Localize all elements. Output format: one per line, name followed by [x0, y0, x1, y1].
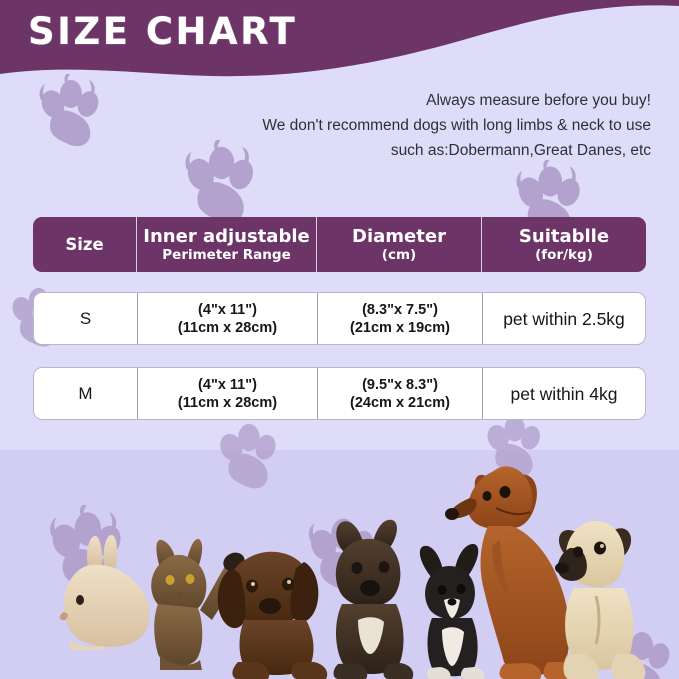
inner-cm: (11cm x 28cm): [177, 394, 278, 411]
header-suitable-main: Suitablle: [518, 225, 610, 247]
cell-suitable: pet within 4kg: [483, 368, 645, 419]
size-value: S: [79, 309, 92, 328]
header-cell-inner-adjustable: Inner adjustable Perimeter Range: [137, 217, 317, 272]
size-table: Size Inner adjustable Perimeter Range Di…: [33, 217, 646, 442]
pet-lineup-photo: [0, 440, 679, 679]
suitable-value: pet within 2.5kg: [503, 308, 625, 329]
header-diameter-main: Diameter: [352, 225, 446, 247]
animal-french-bulldog: [333, 519, 414, 679]
notice-line-2: We don't recommend dogs with long limbs …: [262, 117, 651, 134]
header-inner-sub: Perimeter Range: [162, 246, 291, 263]
table-row: M (4"x 11") (11cm x 28cm) (9.5"x 8.3") (…: [33, 367, 646, 420]
animal-pug: [555, 520, 646, 679]
diameter-cm: (24cm x 21cm): [350, 394, 450, 411]
cell-suitable: pet within 2.5kg: [483, 293, 645, 344]
animal-tabby-cat: [151, 539, 245, 670]
cell-diameter: (8.3"x 7.5") (21cm x 19cm): [318, 293, 483, 344]
inner-cm: (11cm x 28cm): [177, 319, 278, 336]
header-suitable-sub: (for/kg): [535, 246, 593, 263]
notice-line-3: such as:Dobermann,Great Danes, etc: [390, 142, 651, 159]
page-title: SIZE CHART: [28, 10, 298, 53]
table-header-row: Size Inner adjustable Perimeter Range Di…: [33, 217, 646, 272]
cell-inner-adjustable: (4"x 11") (11cm x 28cm): [138, 368, 318, 419]
animal-rabbit: [59, 534, 150, 650]
table-row: S (4"x 11") (11cm x 28cm) (8.3"x 7.5") (…: [33, 292, 646, 345]
animal-chocolate-labrador-puppy: [217, 551, 328, 679]
animal-ridgeback-puppy: [445, 466, 580, 679]
header-cell-diameter: Diameter (cm): [317, 217, 482, 272]
measure-notice: Always measure before you buy! We don't …: [131, 88, 651, 163]
diameter-inches: (9.5"x 8.3"): [362, 376, 438, 393]
cell-inner-adjustable: (4"x 11") (11cm x 28cm): [138, 293, 318, 344]
header-cell-size: Size: [33, 217, 137, 272]
suitable-value: pet within 4kg: [510, 383, 618, 404]
cell-diameter: (9.5"x 8.3") (24cm x 21cm): [318, 368, 483, 419]
header-diameter-sub: (cm): [381, 246, 417, 263]
header-cell-suitable: Suitablle (for/kg): [482, 217, 646, 272]
header-banner: SIZE CHART: [0, 0, 679, 92]
notice-line-1: Always measure before you buy!: [426, 92, 651, 109]
header-size-label: Size: [65, 235, 104, 254]
size-value: M: [78, 384, 93, 403]
cell-size: S: [34, 293, 138, 344]
animal-chihuahua: [419, 543, 485, 679]
header-inner-main: Inner adjustable: [143, 225, 310, 247]
inner-inches: (4"x 11"): [198, 376, 257, 393]
diameter-inches: (8.3"x 7.5"): [362, 301, 438, 318]
cell-size: M: [34, 368, 138, 419]
diameter-cm: (21cm x 19cm): [350, 319, 450, 336]
inner-inches: (4"x 11"): [198, 301, 257, 318]
